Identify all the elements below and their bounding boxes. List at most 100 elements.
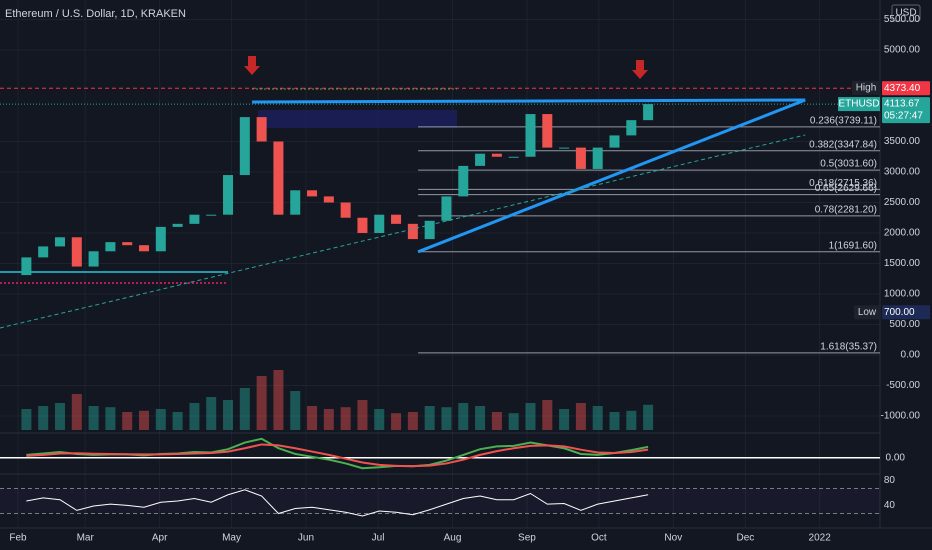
candle-body	[38, 246, 49, 258]
y-tick-label: 500.00	[889, 319, 920, 330]
volume-bar	[290, 391, 301, 430]
candle-body	[458, 165, 469, 197]
candle-body	[407, 223, 418, 240]
candle-body	[424, 220, 435, 240]
y-tick-label: 3500.00	[884, 136, 921, 147]
rsi-band-fill	[0, 488, 880, 514]
countdown: 05:27:47	[884, 111, 923, 122]
candle-body	[239, 117, 250, 176]
candle-body	[609, 135, 620, 148]
volume-bar	[273, 370, 284, 430]
volume-bar	[525, 403, 536, 430]
candle-body	[155, 226, 166, 252]
candle-body	[88, 251, 99, 267]
volume-bar	[256, 376, 267, 430]
candle-body	[525, 114, 536, 157]
volume-bar	[54, 403, 65, 430]
candle-body	[206, 214, 217, 216]
y-tick-label: 1500.00	[884, 258, 921, 269]
volume-bar	[223, 400, 234, 430]
volume-bar	[139, 410, 150, 430]
y-tick-label: 2500.00	[884, 197, 921, 208]
y-tick-label: 5000.00	[884, 45, 921, 56]
tag-name-box	[838, 97, 880, 112]
x-tick-label: Oct	[591, 533, 607, 544]
candle-body	[71, 237, 82, 267]
volume-bar	[122, 412, 133, 430]
volume-bar	[105, 407, 116, 430]
volume-bar	[407, 412, 418, 430]
volume-bar	[643, 404, 654, 430]
fib-label: 0.5(3031.60)	[820, 159, 877, 170]
candle-body	[139, 245, 150, 252]
candle-body	[542, 114, 553, 148]
x-tick-label: Dec	[737, 533, 755, 544]
zone-box	[258, 110, 457, 128]
volume-bar	[323, 409, 334, 430]
volume-bar	[21, 409, 32, 430]
fib-label: 1(1691.60)	[829, 240, 877, 251]
candle-body	[340, 202, 351, 218]
y-tick-label: -500.00	[886, 380, 920, 391]
candle-body	[105, 242, 116, 252]
arrow-marker	[632, 60, 648, 79]
candle-body	[374, 214, 385, 233]
x-tick-label: Jun	[298, 533, 314, 544]
volume-bar	[424, 406, 435, 430]
y-tick-label: 40	[884, 500, 896, 511]
volume-bar	[357, 400, 368, 430]
volume-bar	[71, 394, 82, 430]
volume-bar	[206, 397, 217, 430]
volume-bar	[441, 407, 452, 430]
x-tick-label: Aug	[444, 533, 462, 544]
candle-body	[475, 153, 486, 166]
tag-name: ETHUSD	[838, 99, 879, 110]
candle-body	[21, 257, 32, 276]
trend-line	[252, 98, 806, 104]
price-tag-label: 4113.67	[884, 99, 920, 110]
volume-bar	[626, 410, 637, 430]
rsi-line	[26, 489, 649, 517]
candle-body	[273, 141, 284, 215]
candle-body	[357, 217, 368, 233]
tag-name: High	[856, 82, 877, 93]
candle-body	[223, 175, 234, 215]
candle-body	[122, 242, 133, 246]
trend-line	[417, 98, 806, 254]
candle-body	[559, 147, 570, 149]
candle-body	[256, 117, 267, 142]
fib-label: 0.78(2281.20)	[815, 204, 877, 215]
x-tick-label: May	[222, 533, 241, 544]
x-tick-label: Feb	[9, 533, 27, 544]
candle-body	[508, 156, 519, 158]
x-tick-label: 2022	[809, 533, 832, 544]
volume-bar	[559, 409, 570, 430]
y-tick-label: 0.00	[886, 452, 906, 463]
candle-body	[575, 147, 586, 169]
volume-bar	[475, 406, 486, 430]
fib-label: 0.618(2715.36)	[809, 178, 877, 189]
volume-bar	[38, 406, 49, 430]
chart-title: Ethereum / U.S. Dollar, 1D, KRAKEN	[5, 8, 186, 20]
fib-label: 0.65(2629.66)	[815, 183, 877, 194]
x-tick-label: Mar	[77, 533, 95, 544]
price-tag-label: 700.00	[884, 307, 915, 318]
volume-bar	[491, 412, 502, 430]
price-tag	[882, 81, 930, 96]
fib-label: 0.382(3347.84)	[809, 139, 877, 150]
y-tick-label: 5500.00	[884, 14, 921, 25]
volume-bar	[88, 406, 99, 430]
macd-line	[26, 443, 649, 468]
candle-body	[290, 190, 301, 215]
candle-body	[307, 190, 318, 197]
fib-label: 1.618(35.37)	[820, 341, 877, 352]
volume-bar	[391, 413, 402, 430]
volume-bar	[155, 409, 166, 430]
price-tag	[882, 305, 930, 320]
volume-bar	[239, 388, 250, 430]
candle-body	[626, 120, 637, 136]
arrow-marker	[244, 56, 260, 75]
volume-bar	[374, 409, 385, 430]
